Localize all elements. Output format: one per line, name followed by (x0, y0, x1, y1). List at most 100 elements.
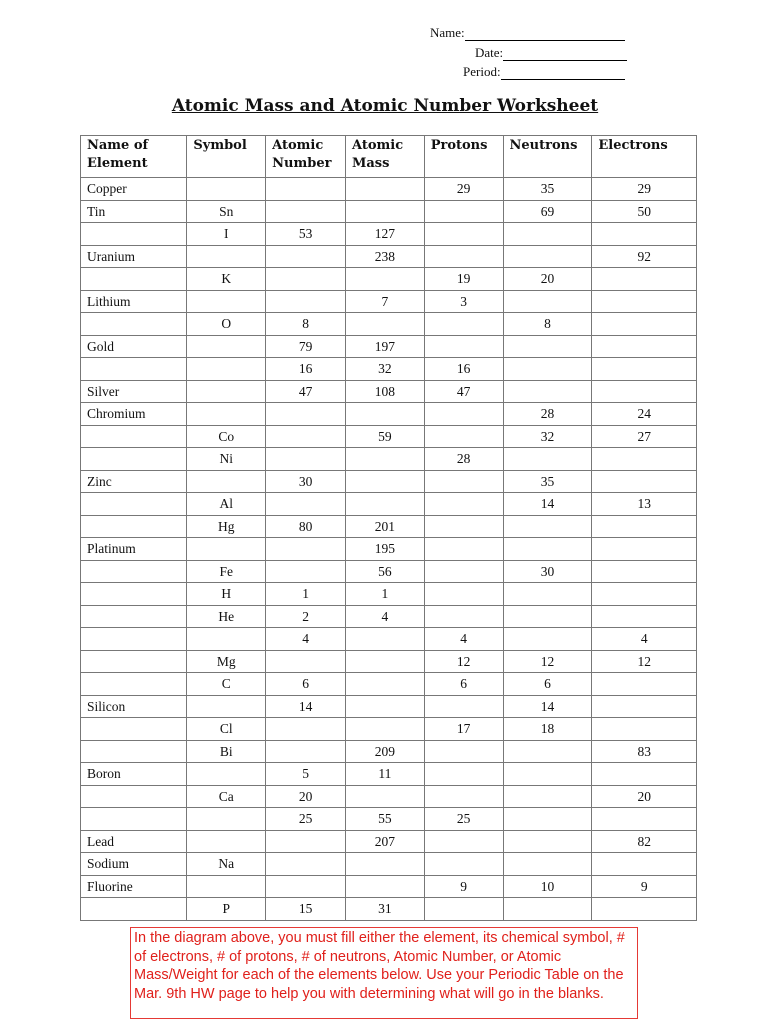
cell-neutrons[interactable] (502, 829, 593, 853)
cell-protons[interactable] (423, 784, 504, 808)
date-field[interactable]: Date: (475, 45, 628, 61)
cell-name-of-element[interactable] (79, 424, 188, 448)
cell-electrons[interactable] (591, 897, 697, 921)
cell-name-of-element[interactable] (79, 807, 188, 831)
cell-neutrons[interactable] (502, 604, 593, 628)
cell-symbol[interactable] (186, 829, 267, 853)
cell-neutrons[interactable] (502, 289, 593, 313)
cell-electrons[interactable] (591, 514, 697, 538)
cell-protons[interactable] (423, 604, 504, 628)
cell-atomic-number[interactable] (265, 559, 346, 583)
cell-protons[interactable] (423, 762, 504, 786)
date-blank[interactable] (503, 47, 628, 61)
cell-atomic-mass[interactable] (344, 874, 425, 898)
cell-neutrons[interactable] (502, 807, 593, 831)
cell-symbol[interactable] (186, 379, 267, 403)
cell-atomic-mass[interactable] (344, 267, 425, 291)
cell-atomic-number[interactable] (265, 829, 346, 853)
cell-name-of-element[interactable] (79, 267, 188, 291)
cell-atomic-number[interactable] (265, 267, 346, 291)
cell-atomic-number[interactable] (265, 424, 346, 448)
cell-name-of-element[interactable] (79, 897, 188, 921)
cell-protons[interactable] (423, 514, 504, 538)
cell-electrons[interactable] (591, 582, 697, 606)
cell-neutrons[interactable] (502, 762, 593, 786)
cell-neutrons[interactable] (502, 379, 593, 403)
cell-atomic-mass[interactable] (344, 649, 425, 673)
cell-electrons[interactable] (591, 379, 697, 403)
cell-name-of-element[interactable] (79, 492, 188, 516)
cell-electrons[interactable] (591, 559, 697, 583)
cell-electrons[interactable] (591, 469, 697, 493)
cell-symbol[interactable] (186, 762, 267, 786)
name-blank[interactable] (464, 27, 625, 41)
cell-protons[interactable] (423, 559, 504, 583)
cell-symbol[interactable] (186, 244, 267, 268)
cell-name-of-element[interactable] (79, 627, 188, 651)
cell-atomic-number[interactable] (265, 402, 346, 426)
cell-name-of-element[interactable] (79, 559, 188, 583)
cell-atomic-mass[interactable] (344, 627, 425, 651)
cell-protons[interactable] (423, 694, 504, 718)
cell-protons[interactable] (423, 897, 504, 921)
cell-symbol[interactable] (186, 537, 267, 561)
cell-neutrons[interactable] (502, 784, 593, 808)
cell-electrons[interactable] (591, 807, 697, 831)
cell-neutrons[interactable] (502, 627, 593, 651)
cell-neutrons[interactable] (502, 582, 593, 606)
cell-protons[interactable] (423, 739, 504, 763)
cell-atomic-mass[interactable] (344, 717, 425, 741)
name-field[interactable]: Name: (430, 25, 625, 41)
cell-protons[interactable] (423, 492, 504, 516)
cell-electrons[interactable] (591, 537, 697, 561)
cell-protons[interactable] (423, 222, 504, 246)
cell-name-of-element[interactable] (79, 649, 188, 673)
cell-neutrons[interactable] (502, 537, 593, 561)
cell-atomic-number[interactable] (265, 874, 346, 898)
cell-protons[interactable] (423, 469, 504, 493)
period-field[interactable]: Period: (463, 64, 625, 80)
cell-symbol[interactable] (186, 357, 267, 381)
cell-name-of-element[interactable] (79, 312, 188, 336)
cell-atomic-mass[interactable] (344, 402, 425, 426)
cell-atomic-number[interactable] (265, 447, 346, 471)
cell-symbol[interactable] (186, 289, 267, 313)
cell-protons[interactable] (423, 402, 504, 426)
cell-atomic-number[interactable] (265, 537, 346, 561)
cell-name-of-element[interactable] (79, 739, 188, 763)
cell-name-of-element[interactable] (79, 447, 188, 471)
cell-name-of-element[interactable] (79, 582, 188, 606)
cell-name-of-element[interactable] (79, 514, 188, 538)
cell-protons[interactable] (423, 334, 504, 358)
cell-electrons[interactable] (591, 604, 697, 628)
cell-electrons[interactable] (591, 447, 697, 471)
cell-symbol[interactable] (186, 177, 267, 201)
cell-atomic-mass[interactable] (344, 492, 425, 516)
cell-neutrons[interactable] (502, 514, 593, 538)
cell-symbol[interactable] (186, 402, 267, 426)
cell-name-of-element[interactable] (79, 604, 188, 628)
cell-electrons[interactable] (591, 672, 697, 696)
cell-name-of-element[interactable] (79, 222, 188, 246)
cell-protons[interactable] (423, 424, 504, 448)
cell-electrons[interactable] (591, 312, 697, 336)
cell-name-of-element[interactable] (79, 357, 188, 381)
cell-electrons[interactable] (591, 762, 697, 786)
cell-atomic-mass[interactable] (344, 672, 425, 696)
cell-atomic-number[interactable] (265, 492, 346, 516)
cell-neutrons[interactable] (502, 852, 593, 876)
cell-neutrons[interactable] (502, 244, 593, 268)
cell-name-of-element[interactable] (79, 717, 188, 741)
cell-atomic-number[interactable] (265, 649, 346, 673)
cell-atomic-mass[interactable] (344, 469, 425, 493)
cell-electrons[interactable] (591, 222, 697, 246)
cell-neutrons[interactable] (502, 739, 593, 763)
cell-neutrons[interactable] (502, 334, 593, 358)
cell-neutrons[interactable] (502, 447, 593, 471)
cell-neutrons[interactable] (502, 897, 593, 921)
cell-atomic-mass[interactable] (344, 694, 425, 718)
cell-protons[interactable] (423, 244, 504, 268)
cell-name-of-element[interactable] (79, 784, 188, 808)
cell-atomic-mass[interactable] (344, 177, 425, 201)
cell-protons[interactable] (423, 852, 504, 876)
